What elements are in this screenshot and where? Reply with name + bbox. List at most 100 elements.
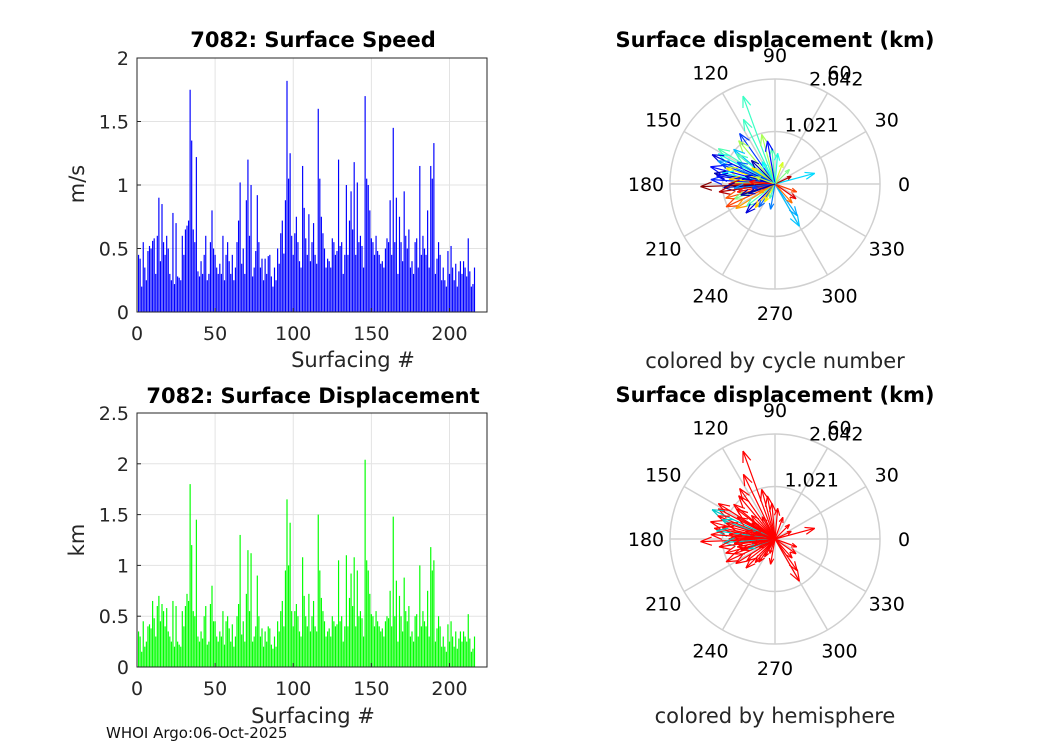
speed-bar — [231, 254, 233, 312]
displacement-bar — [164, 626, 166, 667]
compass-hemisphere-vector — [764, 495, 776, 540]
compass-hemisphere-vector — [725, 538, 776, 563]
compass-hemisphere-angle-label: 60 — [827, 417, 851, 439]
displacement-bar — [231, 624, 233, 667]
displacement-bar — [250, 553, 252, 667]
displacement-bar — [137, 631, 140, 667]
speed-ytick-label: 1.5 — [99, 112, 129, 134]
speed-bar — [197, 271, 199, 312]
displacement-xtick-label: 200 — [431, 678, 467, 700]
displacement-bar — [169, 636, 171, 667]
speed-bar — [431, 178, 433, 312]
compass-hemisphere-vector — [755, 531, 776, 540]
compass-cycle-vector — [774, 183, 798, 193]
speed-bar — [470, 286, 472, 312]
speed-bar — [234, 267, 237, 312]
displacement-bar — [384, 621, 387, 667]
speed-bar — [311, 242, 313, 312]
speed-bar — [244, 273, 246, 312]
displacement-bar — [203, 616, 205, 667]
compass-hemisphere-vector — [774, 538, 797, 555]
speed-bar — [266, 273, 268, 312]
compass-cycle-vector — [764, 140, 776, 185]
speed-bar — [461, 273, 463, 312]
compass-hemisphere-vector — [742, 473, 776, 540]
displacement-bar — [450, 621, 452, 667]
speed-bar — [242, 248, 244, 312]
displacement-ylabel: km — [65, 524, 89, 557]
displacement-bar — [398, 595, 401, 667]
displacement-bar — [159, 621, 162, 667]
displacement-bar — [327, 631, 329, 667]
displacement-bar — [461, 641, 463, 667]
speed-bar — [462, 261, 465, 312]
speed-bar — [347, 254, 349, 312]
displacement-bar — [473, 636, 476, 667]
displacement-bar — [339, 621, 341, 667]
speed-title: 7082: Surface Speed — [190, 28, 436, 52]
displacement-bar — [448, 641, 451, 667]
displacement-bar — [305, 616, 307, 667]
compass-cycle-vector — [740, 183, 776, 197]
compass-cycle-angle-label: 210 — [645, 239, 681, 261]
displacement-bar — [227, 616, 229, 667]
displacement-bar — [452, 636, 454, 667]
speed-bar — [337, 159, 340, 312]
compass-hemisphere-vector — [742, 450, 776, 540]
speed-bar — [161, 204, 163, 312]
speed-bar — [442, 267, 444, 312]
speed-bar — [419, 165, 421, 312]
compass-cycle-caption: colored by cycle number — [645, 349, 905, 373]
speed-bar — [183, 254, 185, 312]
displacement-bar — [394, 616, 396, 667]
speed-bar — [448, 273, 451, 312]
compass-cycle-vector — [736, 161, 776, 185]
speed-bar — [430, 165, 432, 312]
compass-hemisphere-angle-label: 210 — [645, 594, 681, 616]
displacement-bar — [377, 621, 379, 667]
displacement-bar — [350, 573, 352, 667]
speed-bar — [334, 254, 337, 312]
displacement-bar — [391, 626, 393, 667]
speed-bar — [444, 280, 446, 312]
compass-hemisphere-vector — [758, 538, 776, 549]
displacement-ticks: 0 50 100 150 200 0 0.5 1 1.5 2 2.5 — [99, 403, 468, 700]
speed-bar — [275, 280, 277, 312]
displacement-bar — [202, 638, 204, 667]
speed-bar — [372, 242, 374, 312]
speed-bar — [173, 284, 176, 312]
speed-bar — [383, 267, 385, 312]
speed-bar — [270, 276, 272, 312]
compass-hemisphere-angle-label: 150 — [645, 465, 681, 487]
displacement-bar — [220, 636, 222, 667]
displacement-bar — [422, 611, 424, 667]
speed-bar — [250, 185, 252, 312]
speed-bar — [187, 220, 190, 312]
compass-cycle-vector — [742, 95, 776, 185]
displacement-bar — [195, 519, 197, 667]
compass-hemisphere-vector — [768, 538, 776, 565]
speed-bar — [166, 235, 168, 312]
speed-bar — [355, 254, 357, 312]
displacement-bar — [222, 611, 224, 667]
compass-cycle-vector — [725, 183, 776, 208]
speed-bar — [312, 223, 315, 312]
compass-hemisphere-vector — [774, 538, 798, 572]
speed-bar — [283, 253, 285, 312]
compass-cycle-angle-label: 180 — [628, 174, 664, 196]
compass-hemisphere-angle-label: 0 — [898, 529, 910, 551]
displacement-bar — [292, 626, 294, 667]
displacement-bar — [364, 459, 366, 667]
speed-bar — [322, 233, 324, 312]
speed-bar — [358, 242, 360, 312]
compass-cycle-vector — [773, 153, 781, 185]
displacement-bar — [261, 628, 263, 667]
displacement-bar — [223, 644, 226, 667]
displacement-bar — [359, 611, 362, 667]
compass-hemisphere-vector — [750, 514, 776, 540]
speed-bar — [445, 286, 447, 312]
speed-xlabel: Surfacing # — [291, 348, 415, 372]
speed-bar — [328, 261, 330, 312]
speed-bar — [198, 276, 201, 312]
